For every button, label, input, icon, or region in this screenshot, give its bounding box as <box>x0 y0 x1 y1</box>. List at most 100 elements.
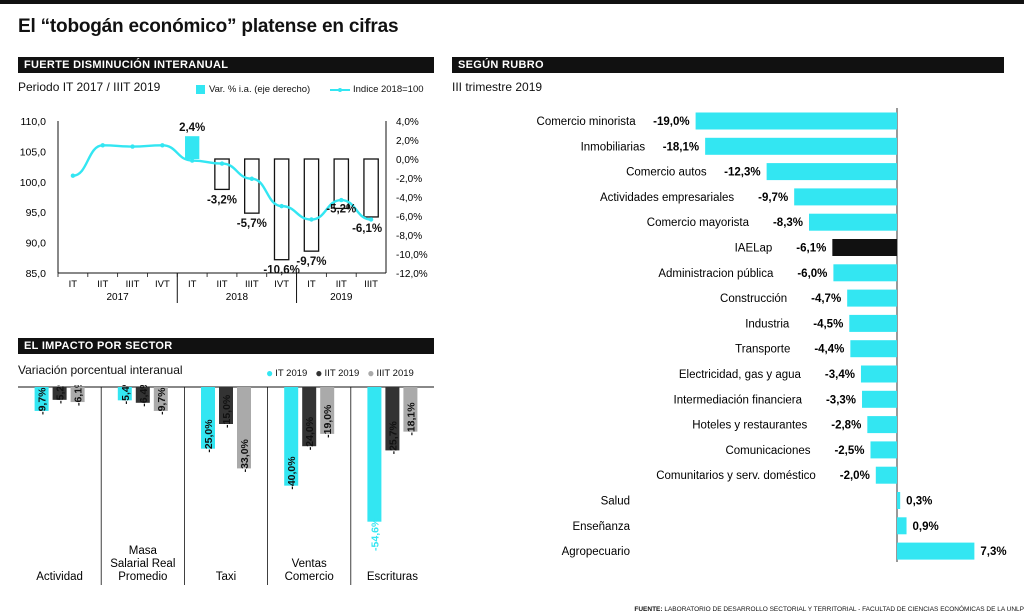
x-tick-label: IIT <box>336 279 347 290</box>
source-footer: FUENTE: LABORATORIO DE DESARROLLO SECTOR… <box>634 606 1024 613</box>
data-label-rubro: -6,1% <box>796 243 826 255</box>
data-label-rubro: 0,9% <box>913 521 939 533</box>
data-label-interanual: -5,7% <box>237 218 267 230</box>
data-label-rubro: -4,5% <box>813 318 843 330</box>
category-label-rubro: Actividades empresariales <box>600 192 734 204</box>
chart-rubro: -19,0% Comercio minorista -18,1% Inmobiliar… <box>537 108 1007 562</box>
x-tick-label: IVT <box>274 279 289 290</box>
bar-sector <box>302 387 317 447</box>
bar-sector <box>219 387 233 424</box>
bar-rubro <box>809 213 897 231</box>
bar-interanual <box>244 158 260 214</box>
x-tick-label: IVT <box>155 279 170 290</box>
data-label-rubro: -3,3% <box>826 394 856 406</box>
bar-rubro <box>875 466 897 484</box>
bar-rubro <box>897 542 975 560</box>
legend-label-iiit: IIIT 2019 <box>376 367 414 379</box>
category-label-rubro: Hoteles y restaurantes <box>692 420 807 432</box>
bar-rubro <box>862 390 897 408</box>
category-label-rubro: Inmobiliarias <box>581 141 646 153</box>
data-label-sector: -25,0% <box>203 419 215 453</box>
bar-interanual <box>303 158 320 252</box>
bar-rubro <box>833 264 897 282</box>
bar-sector <box>34 387 49 411</box>
data-label-interanual: -3,2% <box>207 194 237 206</box>
data-label-sector: -40,0% <box>286 456 298 490</box>
data-label-sector: -24,0% <box>304 416 316 450</box>
category-label-line: Salarial Real <box>110 558 175 570</box>
data-label-sector: -6,4% <box>138 385 150 407</box>
chart-interanual: 110,0 105,0 100,0 95,0 90,0 85,0 4,0% 2,0% 0,0% -… <box>20 116 428 303</box>
y-tick-right: -6,0% <box>396 212 422 223</box>
subtitle-interanual: Periodo IT 2017 / IIIT 2019 <box>18 80 161 94</box>
data-label-rubro: -6,0% <box>797 268 827 280</box>
data-label-sector: -6,1% <box>73 385 85 406</box>
subtitle-rubro: III trimestre 2019 <box>452 80 543 94</box>
category-label-line: Escrituras <box>367 571 418 583</box>
data-label-rubro: -9,7% <box>758 192 788 204</box>
legend-swatch-line <box>330 87 350 92</box>
data-label-sector: -18,1% <box>405 402 417 436</box>
bar-sector <box>70 387 85 403</box>
bar-interanual <box>333 158 350 210</box>
bar-interanual <box>214 158 230 191</box>
bar-rubro <box>860 365 897 383</box>
y-tick-left: 110,0 <box>21 116 47 128</box>
point-indice <box>130 144 135 149</box>
bar-sector <box>284 387 299 486</box>
bar-sector <box>320 387 335 434</box>
y-tick-left: 95,0 <box>26 207 47 219</box>
category-label-rubro: Electricidad, gas y agua <box>679 369 802 381</box>
point-indice <box>189 158 195 163</box>
category-label-sector: Escrituras <box>367 571 418 583</box>
point-indice <box>160 143 165 148</box>
category-label-sector: Ventas Comercio <box>285 558 334 583</box>
data-label-rubro: -19,0% <box>653 116 689 128</box>
category-label-rubro: Comercio mayorista <box>647 217 750 229</box>
data-label-rubro: -2,5% <box>834 445 864 457</box>
year-label: 2019 <box>330 292 353 303</box>
bar-interanual <box>185 136 200 159</box>
x-tick-label: IIT <box>97 279 108 290</box>
subtitle-sector: Variación porcentual interanual <box>18 363 183 377</box>
y-tick-right: -10,0% <box>396 250 428 261</box>
category-label-rubro: Comunicaciones <box>725 445 810 457</box>
y-tick-left: 100,0 <box>20 177 46 189</box>
category-label-rubro: Salud <box>601 496 630 508</box>
data-label-sector: -9,7% <box>37 387 49 415</box>
category-label-line: Masa <box>129 545 158 557</box>
bar-rubro <box>847 289 897 307</box>
legend-dot-iit: ● <box>315 366 323 380</box>
x-tick-label: IT <box>69 279 78 290</box>
panel-header-rubro: SEGÚN RUBRO <box>452 57 1004 73</box>
data-label-rubro: 7,3% <box>980 546 1006 558</box>
point-indice <box>309 217 314 222</box>
data-label-sector: -19,0% <box>322 404 334 438</box>
source-label: FUENTE: <box>634 606 663 613</box>
data-label-sector: -25,7% <box>387 420 399 454</box>
y-tick-left: 85,0 <box>26 268 47 280</box>
x-tick-label: IIIT <box>126 279 140 290</box>
legend-dot-iiit: ● <box>367 366 375 380</box>
bar-rubro <box>766 163 897 181</box>
point-indice <box>70 173 76 178</box>
y-tick-right: 4,0% <box>396 117 419 128</box>
data-label-sector: -54,6% <box>369 517 381 551</box>
category-label-line: Promedio <box>118 571 167 583</box>
bar-rubro <box>867 416 897 434</box>
category-label-sector: Taxi <box>216 571 236 583</box>
y-tick-right: 0,0% <box>396 155 419 166</box>
bar-rubro <box>849 314 897 332</box>
data-label-rubro: -4,4% <box>814 344 844 356</box>
point-indice <box>368 217 374 222</box>
data-label-rubro: -3,4% <box>825 369 855 381</box>
bar-sector <box>153 387 168 411</box>
legend-swatch-bar <box>196 85 205 94</box>
y-tick-right: 2,0% <box>396 136 419 147</box>
x-tick-label: IT <box>188 279 197 290</box>
data-label-sector: -15,0% <box>221 394 233 428</box>
bar-interanual <box>363 158 379 218</box>
bar-rubro <box>870 441 897 459</box>
bar-sector <box>403 387 418 432</box>
category-label-sector: Actividad <box>36 571 83 583</box>
